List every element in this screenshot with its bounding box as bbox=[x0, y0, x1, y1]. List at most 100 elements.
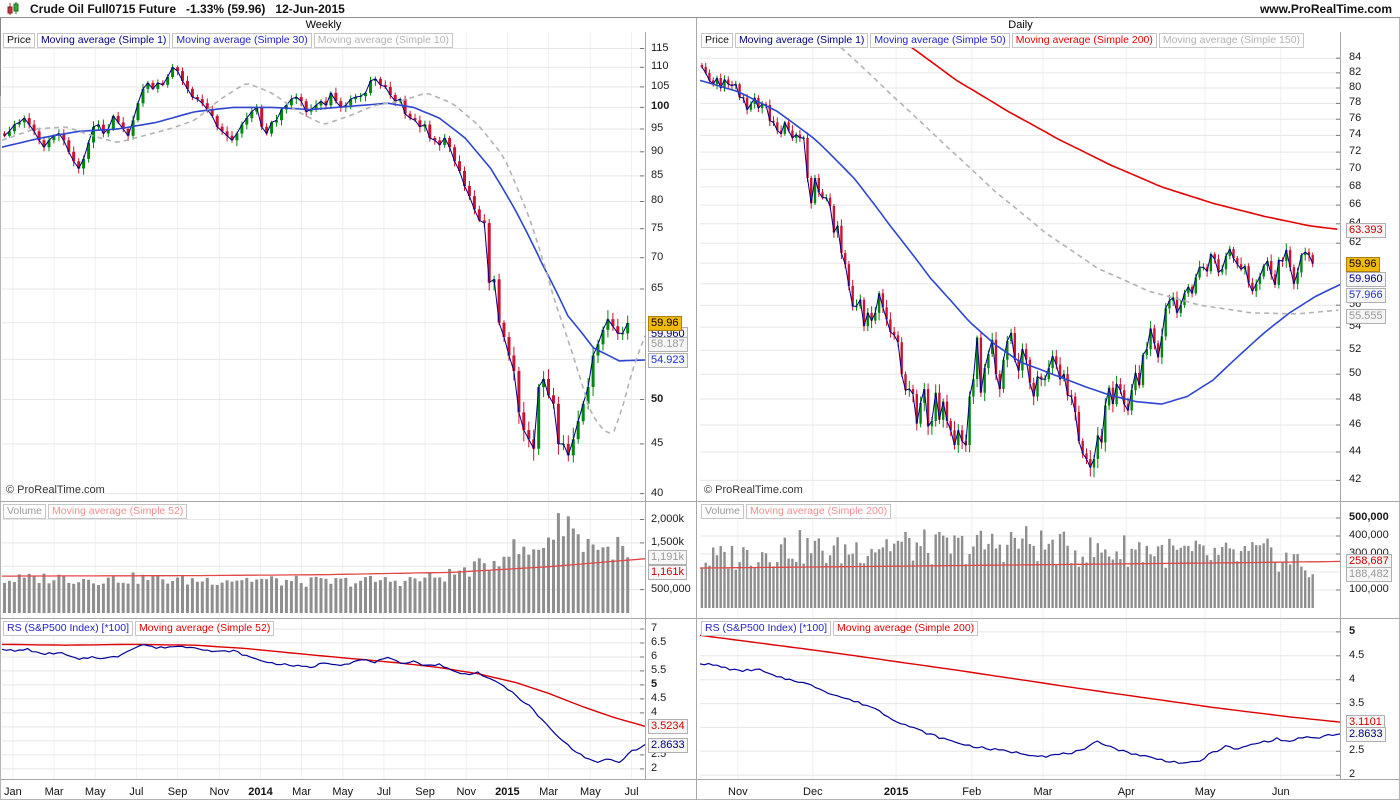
price-axis-label: 65 bbox=[651, 281, 664, 294]
price-axis-label: 82 bbox=[1349, 65, 1362, 78]
x-axis-label: Sep bbox=[167, 786, 188, 798]
x-axis-label: Feb bbox=[962, 786, 982, 798]
legend-item[interactable]: Moving average (Simple 50) bbox=[870, 33, 1010, 48]
price-axis-label: 100 bbox=[651, 100, 670, 113]
price-axis-label: 84 bbox=[1349, 51, 1362, 64]
x-axis-label: Nov bbox=[728, 786, 748, 798]
rs-axis-label: 5 bbox=[651, 677, 658, 690]
daily-rs-chart[interactable] bbox=[700, 620, 1341, 779]
volume-value-gray: 188,482 bbox=[1346, 567, 1392, 583]
x-axis-label: May bbox=[579, 786, 601, 798]
price-axis-label: 48 bbox=[1349, 392, 1362, 405]
legend-item[interactable]: Price bbox=[3, 33, 35, 48]
rs-axis-label: 3.5 bbox=[1349, 696, 1365, 709]
rs-axis-label: 6 bbox=[651, 649, 658, 662]
price-axis-label: 70 bbox=[651, 250, 664, 263]
axis-line bbox=[1340, 32, 1341, 780]
legend-item[interactable]: Moving average (Simple 200) bbox=[833, 621, 979, 636]
rs-axis-label: 2 bbox=[1349, 768, 1356, 781]
legend-item[interactable]: Price bbox=[701, 33, 733, 48]
x-axis-tick bbox=[0, 56, 1, 60]
volume-axis-label: 500,000 bbox=[651, 582, 691, 595]
weekly-volume-chart[interactable] bbox=[2, 503, 645, 618]
x-axis-label: May bbox=[84, 786, 106, 798]
rs-axis-label: 4.5 bbox=[651, 691, 667, 704]
x-axis-label: Mar bbox=[44, 786, 64, 798]
legend-item[interactable]: Moving average (Simple 200) bbox=[1011, 33, 1157, 48]
price-axis-label: 95 bbox=[651, 122, 664, 135]
x-axis-tick bbox=[0, 48, 1, 52]
price-value-blue: 54.923 bbox=[648, 352, 688, 368]
weekly-price-legend: Price Moving average (Simple 1) Moving ave… bbox=[3, 33, 454, 48]
price-axis-label: 42 bbox=[1349, 473, 1362, 486]
price-axis-label: 80 bbox=[651, 194, 664, 207]
price-value-last: 59.96 bbox=[1346, 256, 1380, 272]
x-axis-tick bbox=[0, 72, 1, 76]
legend-item[interactable]: RS (S&P500 Index) [*100] bbox=[701, 621, 831, 636]
rs-axis-label: 7 bbox=[651, 621, 658, 634]
price-axis-label: 66 bbox=[1349, 198, 1362, 211]
volume-axis-label: 1,500k bbox=[651, 535, 685, 548]
x-axis-tick bbox=[0, 64, 1, 68]
axis-line bbox=[696, 18, 697, 800]
pane-separator bbox=[0, 618, 1400, 619]
weekly-price-chart[interactable] bbox=[2, 32, 645, 501]
price-value-last: 59.96 bbox=[648, 315, 682, 331]
x-axis-tick bbox=[0, 16, 1, 20]
pane-separator bbox=[0, 501, 1400, 502]
legend-item[interactable]: Volume bbox=[701, 504, 745, 519]
rs-axis-label: 2 bbox=[651, 761, 658, 774]
legend-item[interactable]: Moving average (Simple 10) bbox=[313, 33, 454, 48]
legend-item[interactable]: Moving average (Simple 30) bbox=[172, 33, 312, 48]
panel-title-weekly: Weekly bbox=[305, 19, 342, 31]
legend-item[interactable]: Moving average (Simple 1) bbox=[36, 33, 171, 48]
x-axis-tick bbox=[0, 88, 1, 92]
rs-value-red: 3.5234 bbox=[648, 719, 688, 735]
legend-item[interactable]: Moving average (Simple 52) bbox=[135, 621, 275, 636]
quote-date: 12-Jun-2015 bbox=[275, 1, 345, 16]
price-axis-label: 50 bbox=[1349, 367, 1362, 380]
weekly-volume-legend: Volume Moving average (Simple 52) bbox=[3, 504, 188, 519]
x-axis-label: Jun bbox=[1271, 786, 1290, 798]
price-change: -1.33% (59.96) bbox=[186, 1, 266, 16]
price-axis-label: 74 bbox=[1349, 128, 1362, 141]
x-axis-tick bbox=[0, 52, 1, 56]
daily-price-legend: Price Moving average (Simple 1) Moving ave… bbox=[701, 33, 1305, 48]
x-axis-tick bbox=[0, 36, 1, 40]
price-axis-label: 72 bbox=[1349, 145, 1362, 158]
watermark: © ProRealTime.com bbox=[704, 484, 803, 496]
price-axis-label: 50 bbox=[651, 392, 664, 405]
price-axis-label: 44 bbox=[1349, 445, 1362, 458]
x-axis-label: Nov bbox=[209, 786, 230, 798]
legend-item[interactable]: Moving average (Simple 200) bbox=[746, 504, 892, 519]
price-axis-label: 90 bbox=[651, 144, 664, 157]
legend-item[interactable]: Moving average (Simple 1) bbox=[734, 33, 869, 48]
site-url: www.ProRealTime.com bbox=[1259, 1, 1392, 16]
rs-axis-label: 6.5 bbox=[651, 635, 667, 648]
daily-price-chart[interactable] bbox=[700, 32, 1341, 501]
daily-volume-chart[interactable] bbox=[700, 503, 1341, 618]
price-value-red: 63.393 bbox=[1346, 222, 1386, 238]
rs-value-red: 3.1101 bbox=[1346, 715, 1385, 731]
price-axis-label: 46 bbox=[1349, 417, 1362, 430]
volume-value-red: 1,161k bbox=[648, 564, 688, 580]
x-axis-tick bbox=[0, 92, 1, 96]
weekly-rs-chart[interactable] bbox=[2, 620, 645, 779]
legend-item[interactable]: RS (S&P500 Index) [*100] bbox=[3, 621, 133, 636]
x-axis-label: May bbox=[332, 786, 354, 798]
legend-item[interactable]: Moving average (Simple 150) bbox=[1158, 33, 1305, 48]
daily-volume-legend: Volume Moving average (Simple 200) bbox=[701, 504, 892, 519]
rs-axis-label: 5 bbox=[1349, 624, 1356, 637]
price-axis-label: 45 bbox=[651, 436, 664, 449]
rs-axis-label: 4 bbox=[651, 705, 658, 718]
price-axis-label: 85 bbox=[651, 168, 664, 181]
legend-item[interactable]: Volume bbox=[3, 504, 47, 519]
price-axis-label: 70 bbox=[1349, 162, 1362, 175]
x-axis-label: Jan bbox=[4, 786, 22, 798]
legend-item[interactable]: Moving average (Simple 52) bbox=[48, 504, 188, 519]
x-axis-tick bbox=[0, 40, 1, 44]
x-axis-label: Dec bbox=[803, 786, 823, 798]
x-axis-tick bbox=[0, 84, 1, 88]
